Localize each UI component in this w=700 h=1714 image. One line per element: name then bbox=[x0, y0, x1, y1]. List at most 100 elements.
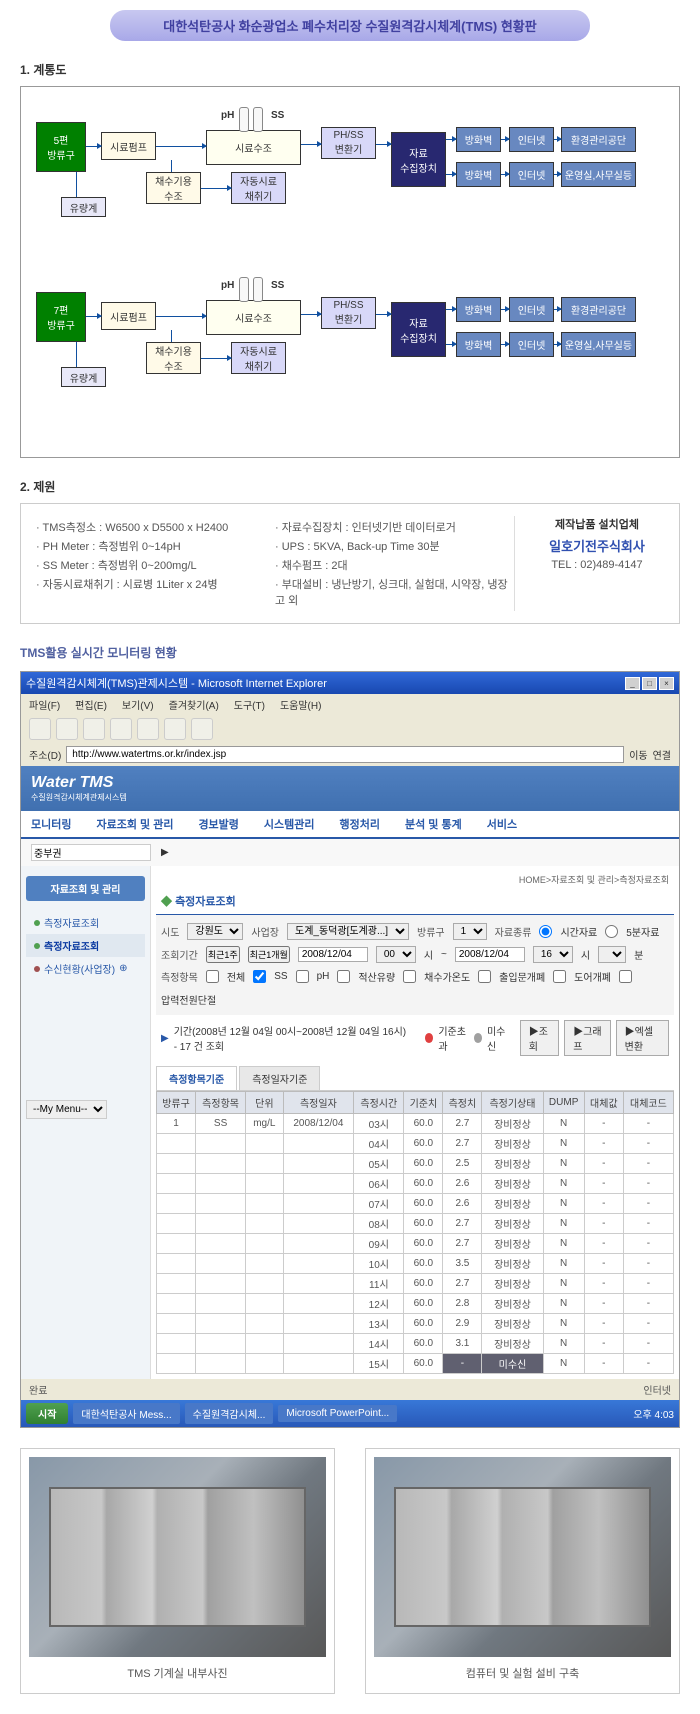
table-cell: 장비정상 bbox=[482, 1314, 543, 1334]
btn-month[interactable]: 최근1개월 bbox=[248, 946, 290, 963]
table-cell: 60.0 bbox=[404, 1294, 443, 1314]
table-cell: N bbox=[543, 1174, 584, 1194]
table-cell bbox=[157, 1334, 196, 1354]
table-cell: 10시 bbox=[354, 1254, 404, 1274]
btn-graph[interactable]: ▶그래프 bbox=[564, 1020, 610, 1056]
menu-file[interactable]: 파일(F) bbox=[29, 697, 60, 712]
task-item-3[interactable]: Microsoft PowerPoint... bbox=[278, 1405, 397, 1422]
favorites-button[interactable] bbox=[191, 718, 213, 740]
sidebar-item-2[interactable]: 측정자료조회 bbox=[26, 934, 145, 957]
table-cell bbox=[246, 1254, 283, 1274]
nav-system[interactable]: 시스템관리 bbox=[264, 816, 315, 832]
refresh-button[interactable] bbox=[110, 718, 132, 740]
filter-biz-select[interactable]: 도계_동덕광[도계광...] bbox=[287, 923, 409, 940]
table-header: 단위 bbox=[246, 1092, 283, 1114]
go-button[interactable]: 이동 bbox=[629, 747, 647, 762]
bullet-icon bbox=[34, 920, 40, 926]
menu-edit[interactable]: 편집(E) bbox=[75, 697, 107, 712]
chk-door[interactable] bbox=[478, 970, 491, 983]
address-input[interactable] bbox=[66, 746, 624, 763]
table-cell: - bbox=[623, 1334, 673, 1354]
node-pump2: 시료펌프 bbox=[101, 302, 156, 330]
chk-temp[interactable] bbox=[403, 970, 416, 983]
back-button[interactable] bbox=[29, 718, 51, 740]
menu-favorites[interactable]: 즐겨찾기(A) bbox=[169, 697, 219, 712]
date-from[interactable] bbox=[298, 947, 368, 962]
hour-to[interactable]: 16 bbox=[533, 946, 573, 963]
tab-by-date[interactable]: 측정일자기준 bbox=[239, 1066, 320, 1090]
close-button[interactable]: × bbox=[659, 677, 674, 690]
btn-query[interactable]: ▶조회 bbox=[520, 1020, 559, 1056]
filter-sido-select[interactable]: 강원도 bbox=[187, 923, 243, 940]
region-input[interactable] bbox=[31, 844, 151, 861]
chk-ss[interactable] bbox=[253, 970, 266, 983]
menu-view[interactable]: 보기(V) bbox=[122, 697, 154, 712]
photo-1-caption: TMS 기계실 내부사진 bbox=[29, 1657, 326, 1685]
nav-alert[interactable]: 경보발령 bbox=[198, 816, 238, 832]
table-header: 방류구 bbox=[157, 1092, 196, 1114]
my-menu-select[interactable]: --My Menu-- bbox=[26, 1100, 107, 1119]
minimize-button[interactable]: _ bbox=[625, 677, 640, 690]
nav-monitoring[interactable]: 모니터링 bbox=[31, 816, 71, 832]
min-to[interactable] bbox=[598, 946, 626, 963]
nav-data[interactable]: 자료조회 및 관리 bbox=[96, 816, 173, 832]
photo-2-image bbox=[374, 1457, 671, 1657]
table-cell: - bbox=[623, 1294, 673, 1314]
filter-type-5min[interactable] bbox=[605, 925, 618, 938]
chk-power[interactable] bbox=[619, 970, 632, 983]
tab-by-item[interactable]: 측정항목기준 bbox=[156, 1066, 237, 1090]
nav-stats[interactable]: 분석 및 통계 bbox=[405, 816, 462, 832]
table-cell bbox=[283, 1254, 354, 1274]
filter-type-label: 자료종류 bbox=[495, 924, 532, 939]
filter-out-select[interactable]: 1 bbox=[453, 923, 487, 940]
chk-all[interactable] bbox=[206, 970, 219, 983]
table-cell: 2.7 bbox=[443, 1234, 482, 1254]
spec-item: SS Meter : 측정범위 0~200mg/L bbox=[36, 557, 275, 573]
filter-period-label: 조회기간 bbox=[161, 947, 198, 962]
filter-type-hour[interactable] bbox=[539, 925, 552, 938]
panel-title: ◆ 측정자료조회 bbox=[156, 888, 674, 915]
table-cell: 60.0 bbox=[404, 1214, 443, 1234]
node-sampletank1: 시료수조 bbox=[206, 130, 301, 165]
stop-button[interactable] bbox=[83, 718, 105, 740]
table-cell bbox=[283, 1174, 354, 1194]
date-to[interactable] bbox=[455, 947, 525, 962]
table-cell bbox=[196, 1354, 246, 1374]
table-cell: 2.8 bbox=[443, 1294, 482, 1314]
node-collector2: 자료 수집장치 bbox=[391, 302, 446, 357]
menu-help[interactable]: 도움말(H) bbox=[280, 697, 321, 712]
tms-body: 자료조회 및 관리 측정자료조회 측정자료조회 수신현황(사업장) ⊕ --My… bbox=[21, 866, 679, 1379]
region-go-icon[interactable]: ▶ bbox=[161, 847, 169, 858]
btn-week[interactable]: 최근1주 bbox=[206, 946, 240, 963]
maximize-button[interactable]: □ bbox=[642, 677, 657, 690]
start-button[interactable]: 시작 bbox=[26, 1403, 68, 1424]
sidebar-item-1[interactable]: 측정자료조회 bbox=[26, 911, 145, 934]
forward-button[interactable] bbox=[56, 718, 78, 740]
search-button[interactable] bbox=[164, 718, 186, 740]
task-item-2[interactable]: 수질원격감시체... bbox=[185, 1403, 274, 1424]
table-cell: 장비정상 bbox=[482, 1254, 543, 1274]
node-sampletank2: 시료수조 bbox=[206, 300, 301, 335]
task-item-1[interactable]: 대한석탄공사 Mess... bbox=[73, 1403, 179, 1424]
chk-lid[interactable] bbox=[553, 970, 566, 983]
table-cell: 60.0 bbox=[404, 1334, 443, 1354]
chk-ph[interactable] bbox=[296, 970, 309, 983]
links-label[interactable]: 연결 bbox=[653, 747, 671, 762]
table-row: 06시60.02.6장비정상N-- bbox=[157, 1174, 674, 1194]
nav-admin[interactable]: 행정처리 bbox=[340, 816, 380, 832]
table-header: 대체코드 bbox=[623, 1092, 673, 1114]
sidebar-item-3[interactable]: 수신현황(사업장) ⊕ bbox=[26, 957, 145, 980]
chk-oil[interactable] bbox=[337, 970, 350, 983]
table-cell: 03시 bbox=[354, 1114, 404, 1134]
nav-service[interactable]: 서비스 bbox=[487, 816, 517, 832]
btn-excel[interactable]: ▶엑셀변환 bbox=[616, 1020, 669, 1056]
table-header: DUMP bbox=[543, 1092, 584, 1114]
tms-main: HOME>자료조회 및 관리>측정자료조회 ◆ 측정자료조회 시도 강원도 사업… bbox=[151, 866, 679, 1379]
table-cell bbox=[157, 1314, 196, 1334]
table-cell bbox=[246, 1174, 283, 1194]
menu-tools[interactable]: 도구(T) bbox=[234, 697, 265, 712]
home-button[interactable] bbox=[137, 718, 159, 740]
table-cell: - bbox=[623, 1154, 673, 1174]
hour-from[interactable]: 00 bbox=[376, 946, 416, 963]
table-cell: 60.0 bbox=[404, 1134, 443, 1154]
